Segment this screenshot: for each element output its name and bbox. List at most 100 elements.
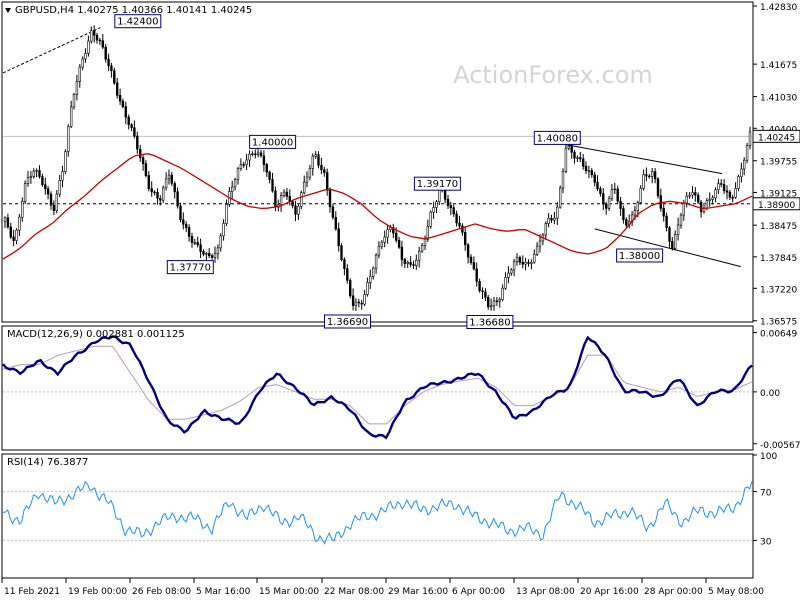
price-candle-body xyxy=(717,183,720,191)
price-series xyxy=(2,25,753,311)
price-y-tick-label: 1.42830 xyxy=(760,3,797,13)
price-candle-body xyxy=(317,154,320,166)
price-candle-body xyxy=(64,151,67,172)
rsi-axis: 100 70 30 xyxy=(753,452,777,547)
price-candle-body xyxy=(461,225,464,233)
price-candle-body xyxy=(481,290,484,293)
price-candle-body xyxy=(561,171,565,189)
macd-y-tick-label: 0.00649 xyxy=(760,330,797,340)
price-candle-body xyxy=(662,207,665,217)
price-candle-body xyxy=(535,245,539,255)
reference-level-box xyxy=(752,197,800,211)
price-candle-body xyxy=(731,197,734,199)
price-candle-body xyxy=(676,224,680,235)
x-axis: 11 Feb 2021 19 Feb 00:00 26 Feb 08:00 5 Mar… xyxy=(1,578,764,597)
price-candle-body xyxy=(417,250,421,261)
price-candle-body xyxy=(696,194,700,203)
price-candle-body xyxy=(147,175,150,189)
current-price-box xyxy=(752,129,800,143)
price-candle-body xyxy=(46,188,50,195)
price-candle-body xyxy=(725,190,729,193)
price-candle-body xyxy=(282,191,286,196)
price-candle-body xyxy=(95,34,99,41)
collapse-triangle-icon[interactable] xyxy=(5,8,11,13)
price-candle-body xyxy=(599,188,602,194)
price-candle-body xyxy=(579,157,582,160)
price-candle-body xyxy=(133,127,136,137)
x-tick-label: 19 Feb 00:00 xyxy=(68,587,127,597)
price-y-tick-label: 1.39125 xyxy=(760,189,797,199)
price-candle-body xyxy=(208,253,211,256)
price-candle-body xyxy=(52,204,56,212)
price-candle-body xyxy=(590,170,594,175)
price-candle-body xyxy=(331,206,335,218)
price-candle-body xyxy=(314,154,317,157)
price-candle-body xyxy=(55,193,59,211)
price-candle-body xyxy=(325,172,329,191)
price-y-tick-label: 1.38475 xyxy=(760,222,797,232)
macd-main-line xyxy=(2,335,753,440)
price-candle-body xyxy=(550,218,553,221)
price-candle-body xyxy=(187,227,191,237)
x-tick-label: 6 Apr 00:00 xyxy=(452,587,505,597)
price-candle-body xyxy=(300,192,303,207)
price-candle-body xyxy=(699,201,703,213)
price-candle-body xyxy=(334,217,337,230)
price-candle-body xyxy=(679,214,683,226)
price-candle-body xyxy=(302,181,306,194)
price-candle-body xyxy=(656,178,660,197)
price-candle-body xyxy=(81,58,84,68)
price-candle-body xyxy=(653,171,657,180)
price-candle-body xyxy=(593,174,596,183)
price-candle-body xyxy=(130,124,133,128)
price-candle-body xyxy=(633,210,637,216)
price-candle-body xyxy=(377,246,381,256)
price-candle-body xyxy=(124,106,128,118)
price-candle-body xyxy=(49,193,53,206)
rsi-panel-frame xyxy=(1,453,754,579)
price-candle-body xyxy=(694,192,697,196)
price-candle-body xyxy=(458,222,461,227)
macd-series xyxy=(2,335,753,440)
price-candle-body xyxy=(455,213,458,224)
symbol-header: GBPUSD,H4 1.40275 1.40366 1.40141 1.4024… xyxy=(15,5,252,16)
price-candle-body xyxy=(463,232,467,246)
price-candle-body xyxy=(233,179,237,188)
price-candle-body xyxy=(231,186,234,192)
price-axis: 1.428301.416751.410301.404001.397551.391… xyxy=(752,3,800,328)
price-candle-body xyxy=(225,204,228,224)
price-candle-body xyxy=(369,276,372,283)
current-price-label: 1.40245 xyxy=(758,133,795,143)
price-candle-body xyxy=(271,179,274,192)
price-candle-body xyxy=(196,242,199,246)
price-candle-body xyxy=(305,176,309,183)
x-tick-label: 15 Mar 00:00 xyxy=(259,587,319,597)
price-candle-body xyxy=(639,188,642,203)
price-panel-frame xyxy=(1,1,754,323)
price-candle-body xyxy=(127,116,130,125)
price-candle-body xyxy=(734,188,737,198)
price-candle-body xyxy=(297,206,300,215)
price-candle-body xyxy=(619,200,622,209)
price-candle-body xyxy=(722,184,726,192)
price-candle-body xyxy=(435,201,438,208)
price-candle-body xyxy=(587,170,591,172)
price-candle-body xyxy=(613,188,617,191)
price-candle-body xyxy=(78,66,82,82)
price-y-tick-label: 1.37220 xyxy=(760,285,797,295)
price-candle-body xyxy=(602,193,605,205)
price-candle-body xyxy=(58,180,61,195)
price-candle-body xyxy=(412,264,415,266)
price-candle-body xyxy=(438,189,441,202)
rsi-header: RSI(14) 76.3877 xyxy=(7,457,88,468)
price-candle-body xyxy=(645,174,648,177)
price-candle-body xyxy=(87,40,90,54)
price-candle-body xyxy=(403,259,406,264)
price-annotation-label: 1.40080 xyxy=(537,133,578,144)
price-candle-body xyxy=(475,268,478,282)
price-candle-body xyxy=(691,192,694,196)
price-candle-body xyxy=(67,126,70,152)
price-candle-body xyxy=(90,30,93,42)
price-candle-body xyxy=(136,135,139,150)
